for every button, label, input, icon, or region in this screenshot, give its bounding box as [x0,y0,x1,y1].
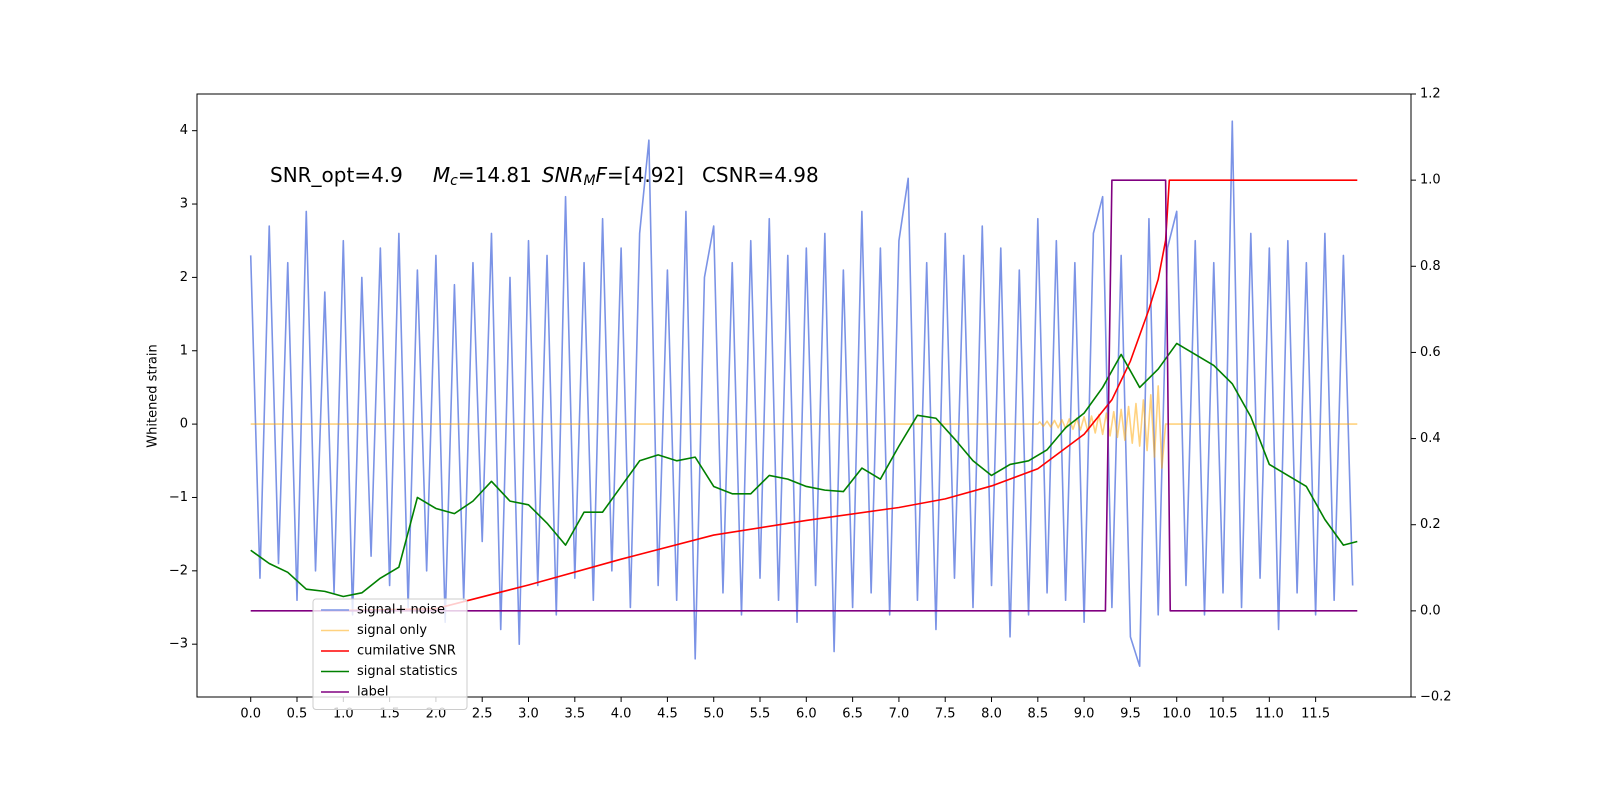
x-tick-label: 10.0 [1162,707,1191,722]
y2-tick-label: 0.4 [1420,431,1441,446]
x-tick-label: 8.0 [981,707,1002,722]
annotation-part: CSNR=4.98 [702,163,819,187]
legend-label: label [357,685,388,700]
annotation-part: =14.81 [458,163,532,187]
x-tick-label: 5.0 [703,707,724,722]
y2-tick-label: −0.2 [1420,690,1452,705]
legend-label: signal only [357,623,427,638]
x-tick-label: 1.5 [379,707,400,722]
plot-area [249,120,1358,667]
series-line [324,179,1358,612]
x-tick-label: 7.5 [935,707,956,722]
series-line [250,342,1358,598]
y-tick-label: 4 [180,123,188,138]
legend-label: signal+ noise [357,603,445,618]
y2-tick-label: 0.0 [1420,603,1441,618]
y2-tick-label: 1.0 [1420,173,1441,188]
y2-tick-label: 0.8 [1420,259,1441,274]
annotation-part: M [433,163,450,187]
x-tick-label: 10.5 [1209,707,1238,722]
x-tick-label: 4.5 [657,707,678,722]
legend: signal+ noise signal only cumilative SNR si… [312,598,468,710]
x-tick-label: 0.0 [240,707,261,722]
x-tick-label: 6.5 [842,707,863,722]
x-tick-label: 4.0 [611,707,632,722]
legend-label: cumilative SNR [357,644,456,659]
axes-frame [196,93,1412,698]
annotation-part: c [450,173,458,189]
x-tick-label: 8.5 [1027,707,1048,722]
y-tick-label: −2 [169,563,188,578]
series-line [250,179,1358,612]
annotation-part: M [583,173,595,189]
x-tick-label: 0.5 [287,707,308,722]
y-tick-label: 2 [180,270,188,285]
x-tick-label: 9.5 [1120,707,1141,722]
y-axis-label: Whitened strain [146,344,161,447]
annotation-part: SNR [542,163,584,187]
y-tick-label: 1 [180,343,188,358]
series-line [249,120,1354,667]
x-tick-label: 3.5 [564,707,585,722]
x-tick-label: 2.0 [426,707,447,722]
annotation-part: SNR_opt=4.9 [270,163,403,187]
y-tick-label: 0 [180,417,188,432]
y-tick-label: −3 [169,637,188,652]
y2-tick-label: 0.2 [1420,517,1441,532]
y2-tick-label: 1.2 [1420,87,1441,102]
x-tick-label: 5.5 [750,707,771,722]
annotation-part: =[4.92] [607,163,684,187]
x-tick-label: 11.0 [1255,707,1284,722]
x-tick-label: 6.0 [796,707,817,722]
x-tick-label: 3.0 [518,707,539,722]
y-tick-label: 3 [180,197,188,212]
x-tick-label: 2.5 [472,707,493,722]
annotation-part: F [596,163,608,187]
legend-label: signal statistics [357,664,458,679]
y2-tick-label: 0.6 [1420,345,1441,360]
y-tick-label: −1 [169,490,188,505]
x-tick-label: 1.0 [333,707,354,722]
x-tick-label: 7.0 [889,707,910,722]
x-tick-label: 9.0 [1074,707,1095,722]
series-line [250,385,1358,469]
annotation: SNR_opt=4.9 Mc=14.81 SNRMF=[4.92] CSNR=4.98 [270,163,819,190]
x-tick-label: 11.5 [1301,707,1330,722]
legend-box [312,598,468,710]
